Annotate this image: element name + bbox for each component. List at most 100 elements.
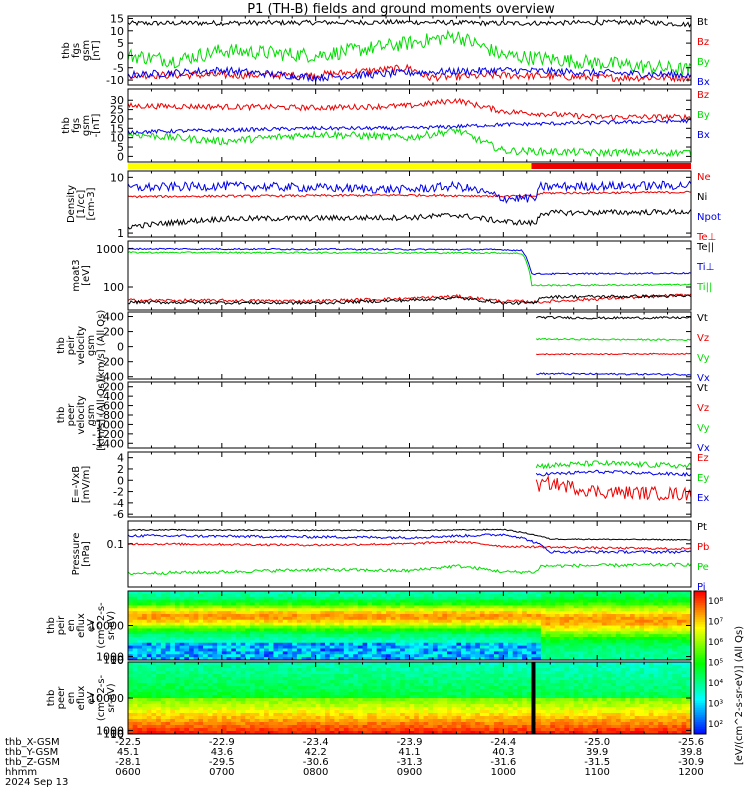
heatmap-cell [573, 642, 579, 647]
heatmap-cell [493, 605, 500, 609]
heatmap-cell [587, 599, 593, 603]
heatmap-cell [273, 698, 279, 702]
heatmap-cell [231, 662, 237, 666]
y-tick-label: 15 [110, 12, 124, 25]
heatmap-cell [151, 605, 157, 609]
heatmap-cell [381, 611, 387, 615]
heatmap-cell [282, 625, 288, 629]
heatmap-cell [451, 639, 457, 644]
heatmap-cell [221, 591, 227, 595]
heatmap-cell [381, 631, 387, 635]
heatmap-cell [386, 674, 392, 678]
y-tick-label: 30 [110, 94, 124, 107]
heatmap-cell [390, 622, 396, 626]
heatmap-cell [240, 614, 246, 618]
heatmap-cell [212, 634, 218, 638]
heatmap-cell [160, 648, 166, 652]
heatmap-cell [381, 671, 387, 675]
heatmap-cell [310, 731, 317, 735]
heatmap-cell [611, 622, 617, 626]
heatmap-cell [615, 628, 622, 632]
heatmap-cell [146, 689, 152, 693]
heatmap-cell [475, 611, 481, 615]
heatmap-cell [432, 637, 439, 641]
heatmap-cell [320, 602, 326, 606]
heatmap-cell [329, 707, 335, 711]
heatmap-cell [676, 593, 683, 598]
heatmap-cell [174, 683, 181, 687]
heatmap-cell [156, 648, 162, 652]
heatmap-cell [536, 651, 542, 655]
heatmap-cell [296, 671, 302, 675]
heatmap-cell [334, 710, 340, 714]
heatmap-cell [362, 651, 368, 655]
heatmap-cell [221, 631, 227, 635]
heatmap-cell [226, 680, 232, 684]
heatmap-cell [630, 628, 636, 632]
heatmap-cell [217, 616, 223, 621]
heatmap-cell [517, 608, 523, 612]
heatmap-cell [278, 631, 284, 635]
heatmap-cell [644, 605, 650, 609]
heatmap-cell [606, 654, 612, 658]
heatmap-cell [226, 728, 232, 732]
heatmap-cell [662, 619, 668, 624]
heatmap-cell [128, 698, 134, 702]
y-tick-label: -1200 [92, 428, 124, 441]
heatmap-cell [310, 722, 317, 726]
heatmap-cell [362, 668, 368, 672]
heatmap-cell [249, 645, 256, 649]
heatmap-cell [203, 686, 209, 690]
heatmap-cell [686, 614, 692, 618]
heatmap-cell [550, 611, 556, 615]
heatmap-cell [226, 639, 232, 644]
legend-label: Bx [697, 130, 710, 141]
heatmap-cell [676, 648, 683, 652]
heatmap-cell [409, 625, 415, 629]
heatmap-cell [325, 599, 331, 603]
heatmap-cell [184, 704, 190, 708]
heatmap-cell [381, 668, 387, 672]
heatmap-cell [254, 689, 260, 693]
heatmap-cell [536, 596, 542, 601]
heatmap-cell [156, 683, 162, 687]
heatmap-cell [461, 614, 467, 618]
heatmap-cell [662, 642, 668, 647]
heatmap-cell [142, 716, 148, 720]
heatmap-cell [212, 648, 218, 652]
heatmap-cell [508, 628, 514, 632]
heatmap-cell [395, 698, 401, 702]
heatmap-cell [235, 683, 241, 687]
heatmap-cell [217, 654, 223, 658]
heatmap-cell [348, 625, 354, 629]
heatmap-cell [142, 704, 148, 708]
heatmap-cell [536, 628, 542, 632]
heatmap-cell [667, 642, 673, 647]
heatmap-cell [296, 605, 302, 609]
heatmap-cell [512, 596, 518, 601]
heatmap-cell [601, 596, 607, 601]
heatmap-cell [292, 665, 298, 669]
heatmap-cell [390, 596, 396, 601]
heatmap-cell [343, 596, 349, 601]
heatmap-cell [432, 645, 439, 649]
heatmap-cell [156, 728, 162, 732]
heatmap-cell [503, 648, 509, 652]
heatmap-cell [554, 625, 561, 629]
heatmap-cell [620, 599, 626, 603]
heatmap-cell [193, 686, 199, 690]
heatmap-cell [254, 731, 260, 735]
heatmap-cell [559, 625, 565, 629]
heatmap-cell [592, 631, 598, 635]
heatmap-cell [423, 599, 429, 603]
y-tick-label: -5 [113, 62, 124, 75]
heatmap-cell [179, 637, 185, 641]
heatmap-cell [381, 695, 387, 699]
heatmap-cell [329, 619, 335, 624]
heatmap-cell [662, 625, 668, 629]
heatmap-cell [226, 628, 232, 632]
heatmap-cell [142, 648, 148, 652]
heatmap-cell [249, 725, 256, 729]
heatmap-cell [188, 651, 195, 655]
heatmap-cell [414, 628, 420, 632]
